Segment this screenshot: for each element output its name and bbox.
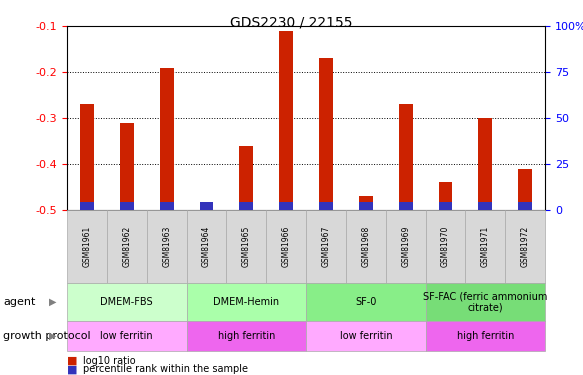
Text: DMEM-Hemin: DMEM-Hemin <box>213 297 279 307</box>
Text: GSM81967: GSM81967 <box>321 226 331 267</box>
Text: GSM81962: GSM81962 <box>122 226 131 267</box>
Bar <box>160 202 174 210</box>
Text: GSM81966: GSM81966 <box>282 226 291 267</box>
Bar <box>120 123 134 210</box>
Text: growth protocol: growth protocol <box>3 331 90 340</box>
Bar <box>479 118 492 210</box>
Text: high ferritin: high ferritin <box>217 331 275 340</box>
Bar <box>359 202 373 210</box>
Bar <box>319 202 333 210</box>
Text: low ferritin: low ferritin <box>100 331 153 340</box>
Bar <box>80 104 94 210</box>
Text: GSM81969: GSM81969 <box>401 226 410 267</box>
Text: ▶: ▶ <box>49 297 56 307</box>
Text: ■: ■ <box>67 364 78 374</box>
Text: GSM81963: GSM81963 <box>162 226 171 267</box>
Text: SF-0: SF-0 <box>355 297 377 307</box>
Text: high ferritin: high ferritin <box>456 331 514 340</box>
Bar <box>120 202 134 210</box>
Text: GSM81961: GSM81961 <box>82 226 92 267</box>
Bar <box>160 68 174 210</box>
Text: percentile rank within the sample: percentile rank within the sample <box>83 364 248 374</box>
Bar <box>438 202 452 210</box>
Bar <box>438 183 452 210</box>
Bar <box>399 104 413 210</box>
Text: agent: agent <box>3 297 36 307</box>
Text: GDS2230 / 22155: GDS2230 / 22155 <box>230 15 353 29</box>
Bar <box>479 202 492 210</box>
Text: SF-FAC (ferric ammonium
citrate): SF-FAC (ferric ammonium citrate) <box>423 291 547 313</box>
Text: GSM81970: GSM81970 <box>441 226 450 267</box>
Text: GSM81964: GSM81964 <box>202 226 211 267</box>
Text: ▶: ▶ <box>49 331 56 340</box>
Text: GSM81972: GSM81972 <box>521 226 530 267</box>
Bar <box>240 146 253 210</box>
Bar <box>279 31 293 210</box>
Text: GSM81968: GSM81968 <box>361 226 370 267</box>
Text: low ferritin: low ferritin <box>339 331 392 340</box>
Bar <box>518 202 532 210</box>
Bar <box>80 202 94 210</box>
Bar <box>518 169 532 210</box>
Text: DMEM-FBS: DMEM-FBS <box>100 297 153 307</box>
Bar <box>399 202 413 210</box>
Text: log10 ratio: log10 ratio <box>83 356 136 366</box>
Text: ■: ■ <box>67 356 78 366</box>
Bar <box>319 58 333 210</box>
Bar <box>199 202 213 210</box>
Bar <box>240 202 253 210</box>
Bar <box>279 202 293 210</box>
Bar <box>359 196 373 210</box>
Text: GSM81971: GSM81971 <box>481 226 490 267</box>
Text: GSM81965: GSM81965 <box>242 226 251 267</box>
